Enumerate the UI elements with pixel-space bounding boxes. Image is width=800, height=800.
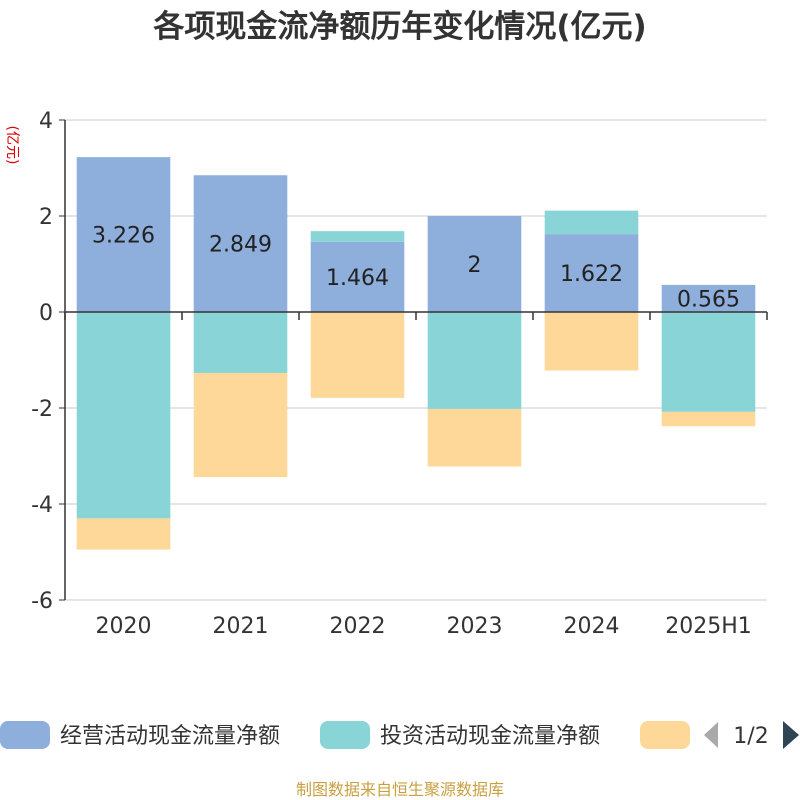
y-tick-label-5: -6	[31, 589, 53, 614]
legend-next-icon	[783, 721, 799, 749]
x-tick-label-2024: 2024	[564, 614, 620, 639]
legend-prev-icon	[704, 722, 718, 748]
legend: 经营活动现金流量净额 投资活动现金流量净额 1/2	[0, 721, 799, 749]
bar-s1-2024	[544, 210, 639, 235]
data-label-s0-2022: 1.464	[326, 266, 389, 291]
bar-s0-2021	[193, 175, 288, 312]
data-label-s0-2020: 3.226	[92, 224, 155, 249]
bar-s2-2025H1	[661, 411, 756, 427]
bar-s1-2025H1	[661, 312, 756, 412]
x-tick-label-2021: 2021	[213, 614, 269, 639]
bar-s0-2022	[310, 241, 405, 312]
y-tick-label-3: -2	[31, 397, 53, 422]
bar-s2-2024	[544, 312, 639, 371]
legend-swatch-1	[320, 721, 370, 749]
bar-s0-2025H1	[661, 284, 756, 312]
source-note: 制图数据来自恒生聚源数据库	[296, 780, 504, 799]
bar-s2-2022	[310, 312, 405, 398]
x-tick-label-2022: 2022	[330, 614, 386, 639]
legend-label-0: 经营活动现金流量净额	[60, 724, 280, 749]
y-tick-label-4: -4	[31, 493, 53, 518]
bar-s1-2021	[193, 312, 288, 373]
data-label-s0-2025H1: 0.565	[677, 287, 740, 312]
bar-s2-2023	[427, 408, 522, 467]
bar-s1-2023	[427, 312, 522, 409]
x-tick-label-2023: 2023	[447, 614, 503, 639]
bars	[76, 157, 756, 550]
legend-swatch-0	[0, 721, 50, 749]
chart-title: 各项现金流净额历年变化情况(亿元)	[152, 9, 646, 45]
bar-s2-2021	[193, 372, 288, 478]
bar-s1-2022	[310, 231, 405, 242]
axes: 4 2 0 -2 -4 -6 2020 2021 2022 2023 2024 2025H1	[31, 109, 768, 639]
y-axis-unit-label: (亿元)	[4, 126, 20, 165]
y-tick-label-0: 4	[39, 109, 53, 134]
x-tick-label-2025H1: 2025H1	[665, 614, 752, 639]
bar-s0-2024	[544, 234, 639, 312]
bar-s1-2020	[76, 312, 171, 519]
bar-s2-2020	[76, 518, 171, 550]
legend-label-1: 投资活动现金流量净额	[380, 724, 600, 749]
data-label-s0-2021: 2.849	[209, 233, 272, 258]
gridlines	[65, 119, 767, 601]
legend-page-indicator: 1/2	[733, 724, 768, 749]
data-label-s0-2023: 2	[468, 253, 482, 278]
data-label-s0-2024: 1.622	[560, 262, 623, 287]
x-tick-label-2020: 2020	[96, 614, 152, 639]
bar-s0-2023	[427, 216, 522, 312]
bar-s0-2020	[76, 157, 171, 312]
data-labels: 3.226 2.849 1.464 2 1.622 0.565	[92, 224, 740, 313]
y-tick-label-1: 2	[39, 205, 53, 230]
y-tick-label-2: 0	[39, 301, 53, 326]
legend-swatch-2	[640, 721, 690, 749]
